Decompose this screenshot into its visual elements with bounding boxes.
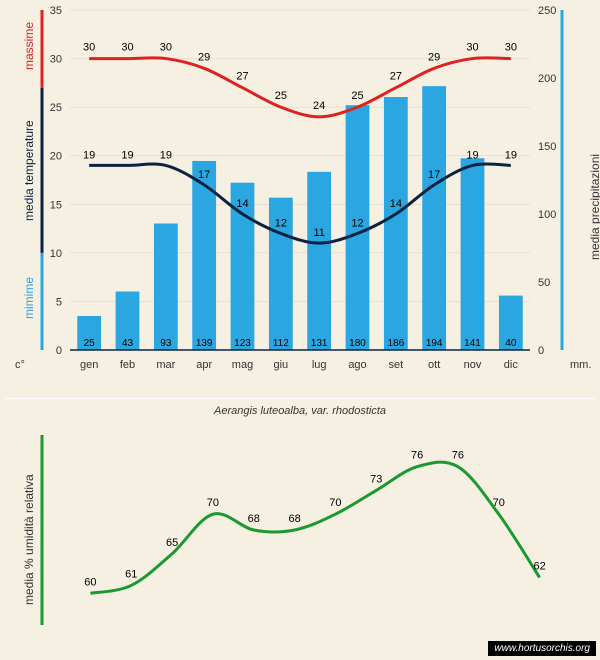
svg-text:30: 30: [466, 42, 478, 54]
svg-text:mm.: mm.: [570, 359, 591, 371]
svg-text:112: 112: [273, 338, 289, 349]
svg-text:ago: ago: [348, 359, 366, 371]
humidity-axis-label: media % umidità relativa: [22, 474, 36, 605]
svg-text:93: 93: [160, 338, 172, 349]
svg-text:123: 123: [234, 338, 251, 349]
svg-text:68: 68: [248, 513, 260, 525]
svg-text:68: 68: [288, 513, 300, 525]
svg-text:12: 12: [351, 217, 363, 229]
svg-text:mar: mar: [156, 359, 175, 371]
svg-text:76: 76: [411, 450, 423, 462]
svg-text:30: 30: [505, 42, 517, 54]
svg-text:131: 131: [311, 338, 328, 349]
svg-text:feb: feb: [120, 359, 135, 371]
svg-text:30: 30: [121, 42, 133, 54]
svg-text:29: 29: [428, 51, 440, 63]
svg-text:25: 25: [275, 90, 287, 102]
svg-text:30: 30: [50, 54, 62, 66]
svg-text:70: 70: [493, 497, 505, 509]
svg-text:141: 141: [464, 338, 481, 349]
left-axis-segment-label: media temperature: [22, 121, 36, 222]
svg-text:200: 200: [538, 73, 556, 85]
svg-text:250: 250: [538, 5, 556, 17]
svg-text:186: 186: [387, 338, 404, 349]
svg-text:10: 10: [50, 248, 62, 260]
left-axis-segment-label: mimime: [22, 277, 36, 319]
svg-text:150: 150: [538, 141, 556, 153]
svg-text:19: 19: [83, 149, 95, 161]
svg-text:19: 19: [505, 149, 517, 161]
species-caption: Aerangis luteoalba, var. rhodosticta: [0, 405, 600, 417]
svg-text:apr: apr: [196, 359, 212, 371]
svg-text:25: 25: [84, 338, 96, 349]
svg-text:43: 43: [122, 338, 134, 349]
svg-text:12: 12: [275, 217, 287, 229]
humidity-chart: 60 61 65 70 68 68 70 73 76 76 70 62: [0, 425, 600, 640]
svg-text:70: 70: [329, 497, 341, 509]
svg-text:nov: nov: [464, 359, 482, 371]
svg-text:14: 14: [236, 198, 248, 210]
svg-text:100: 100: [538, 209, 556, 221]
svg-text:lug: lug: [312, 359, 327, 371]
svg-text:0: 0: [56, 345, 62, 357]
svg-text:dic: dic: [504, 359, 519, 371]
svg-text:19: 19: [160, 149, 172, 161]
svg-text:5: 5: [56, 296, 62, 308]
svg-text:76: 76: [452, 450, 464, 462]
svg-text:19: 19: [121, 149, 133, 161]
divider: [5, 398, 595, 399]
svg-text:29: 29: [198, 51, 210, 63]
svg-text:mag: mag: [232, 359, 253, 371]
svg-text:62: 62: [533, 561, 545, 573]
svg-text:35: 35: [50, 5, 62, 17]
svg-text:20: 20: [50, 151, 62, 163]
climate-chart: 0 5 10 15 20 25 30 35 0 50 100 150 200 250 25 43 93 139 12…: [0, 0, 600, 395]
svg-text:139: 139: [196, 338, 213, 349]
svg-text:60: 60: [84, 576, 96, 588]
svg-text:0: 0: [538, 345, 544, 357]
svg-text:27: 27: [390, 71, 402, 83]
svg-text:61: 61: [125, 568, 137, 580]
svg-text:11: 11: [313, 227, 324, 239]
svg-text:50: 50: [538, 277, 550, 289]
svg-text:40: 40: [505, 338, 517, 349]
svg-text:70: 70: [207, 497, 219, 509]
svg-text:30: 30: [160, 42, 172, 54]
svg-text:24: 24: [313, 100, 325, 112]
svg-text:set: set: [388, 359, 403, 371]
source-label: www.hortusorchis.org: [488, 641, 596, 656]
svg-text:17: 17: [428, 169, 440, 181]
svg-text:15: 15: [50, 199, 62, 211]
svg-text:30: 30: [83, 42, 95, 54]
svg-text:73: 73: [370, 473, 382, 485]
svg-text:19: 19: [466, 149, 478, 161]
svg-text:ott: ott: [428, 359, 440, 371]
svg-text:25: 25: [50, 102, 62, 114]
svg-text:180: 180: [349, 338, 366, 349]
svg-text:194: 194: [426, 338, 443, 349]
left-axis-segment-label: massime: [22, 22, 36, 70]
svg-text:c°: c°: [15, 359, 25, 371]
svg-text:65: 65: [166, 537, 178, 549]
right-axis-label: media precipitazioni: [588, 154, 600, 260]
svg-text:gen: gen: [80, 359, 98, 371]
svg-text:17: 17: [198, 169, 210, 181]
svg-text:27: 27: [236, 71, 248, 83]
svg-text:giu: giu: [273, 359, 288, 371]
svg-text:14: 14: [390, 198, 402, 210]
svg-text:25: 25: [351, 90, 363, 102]
